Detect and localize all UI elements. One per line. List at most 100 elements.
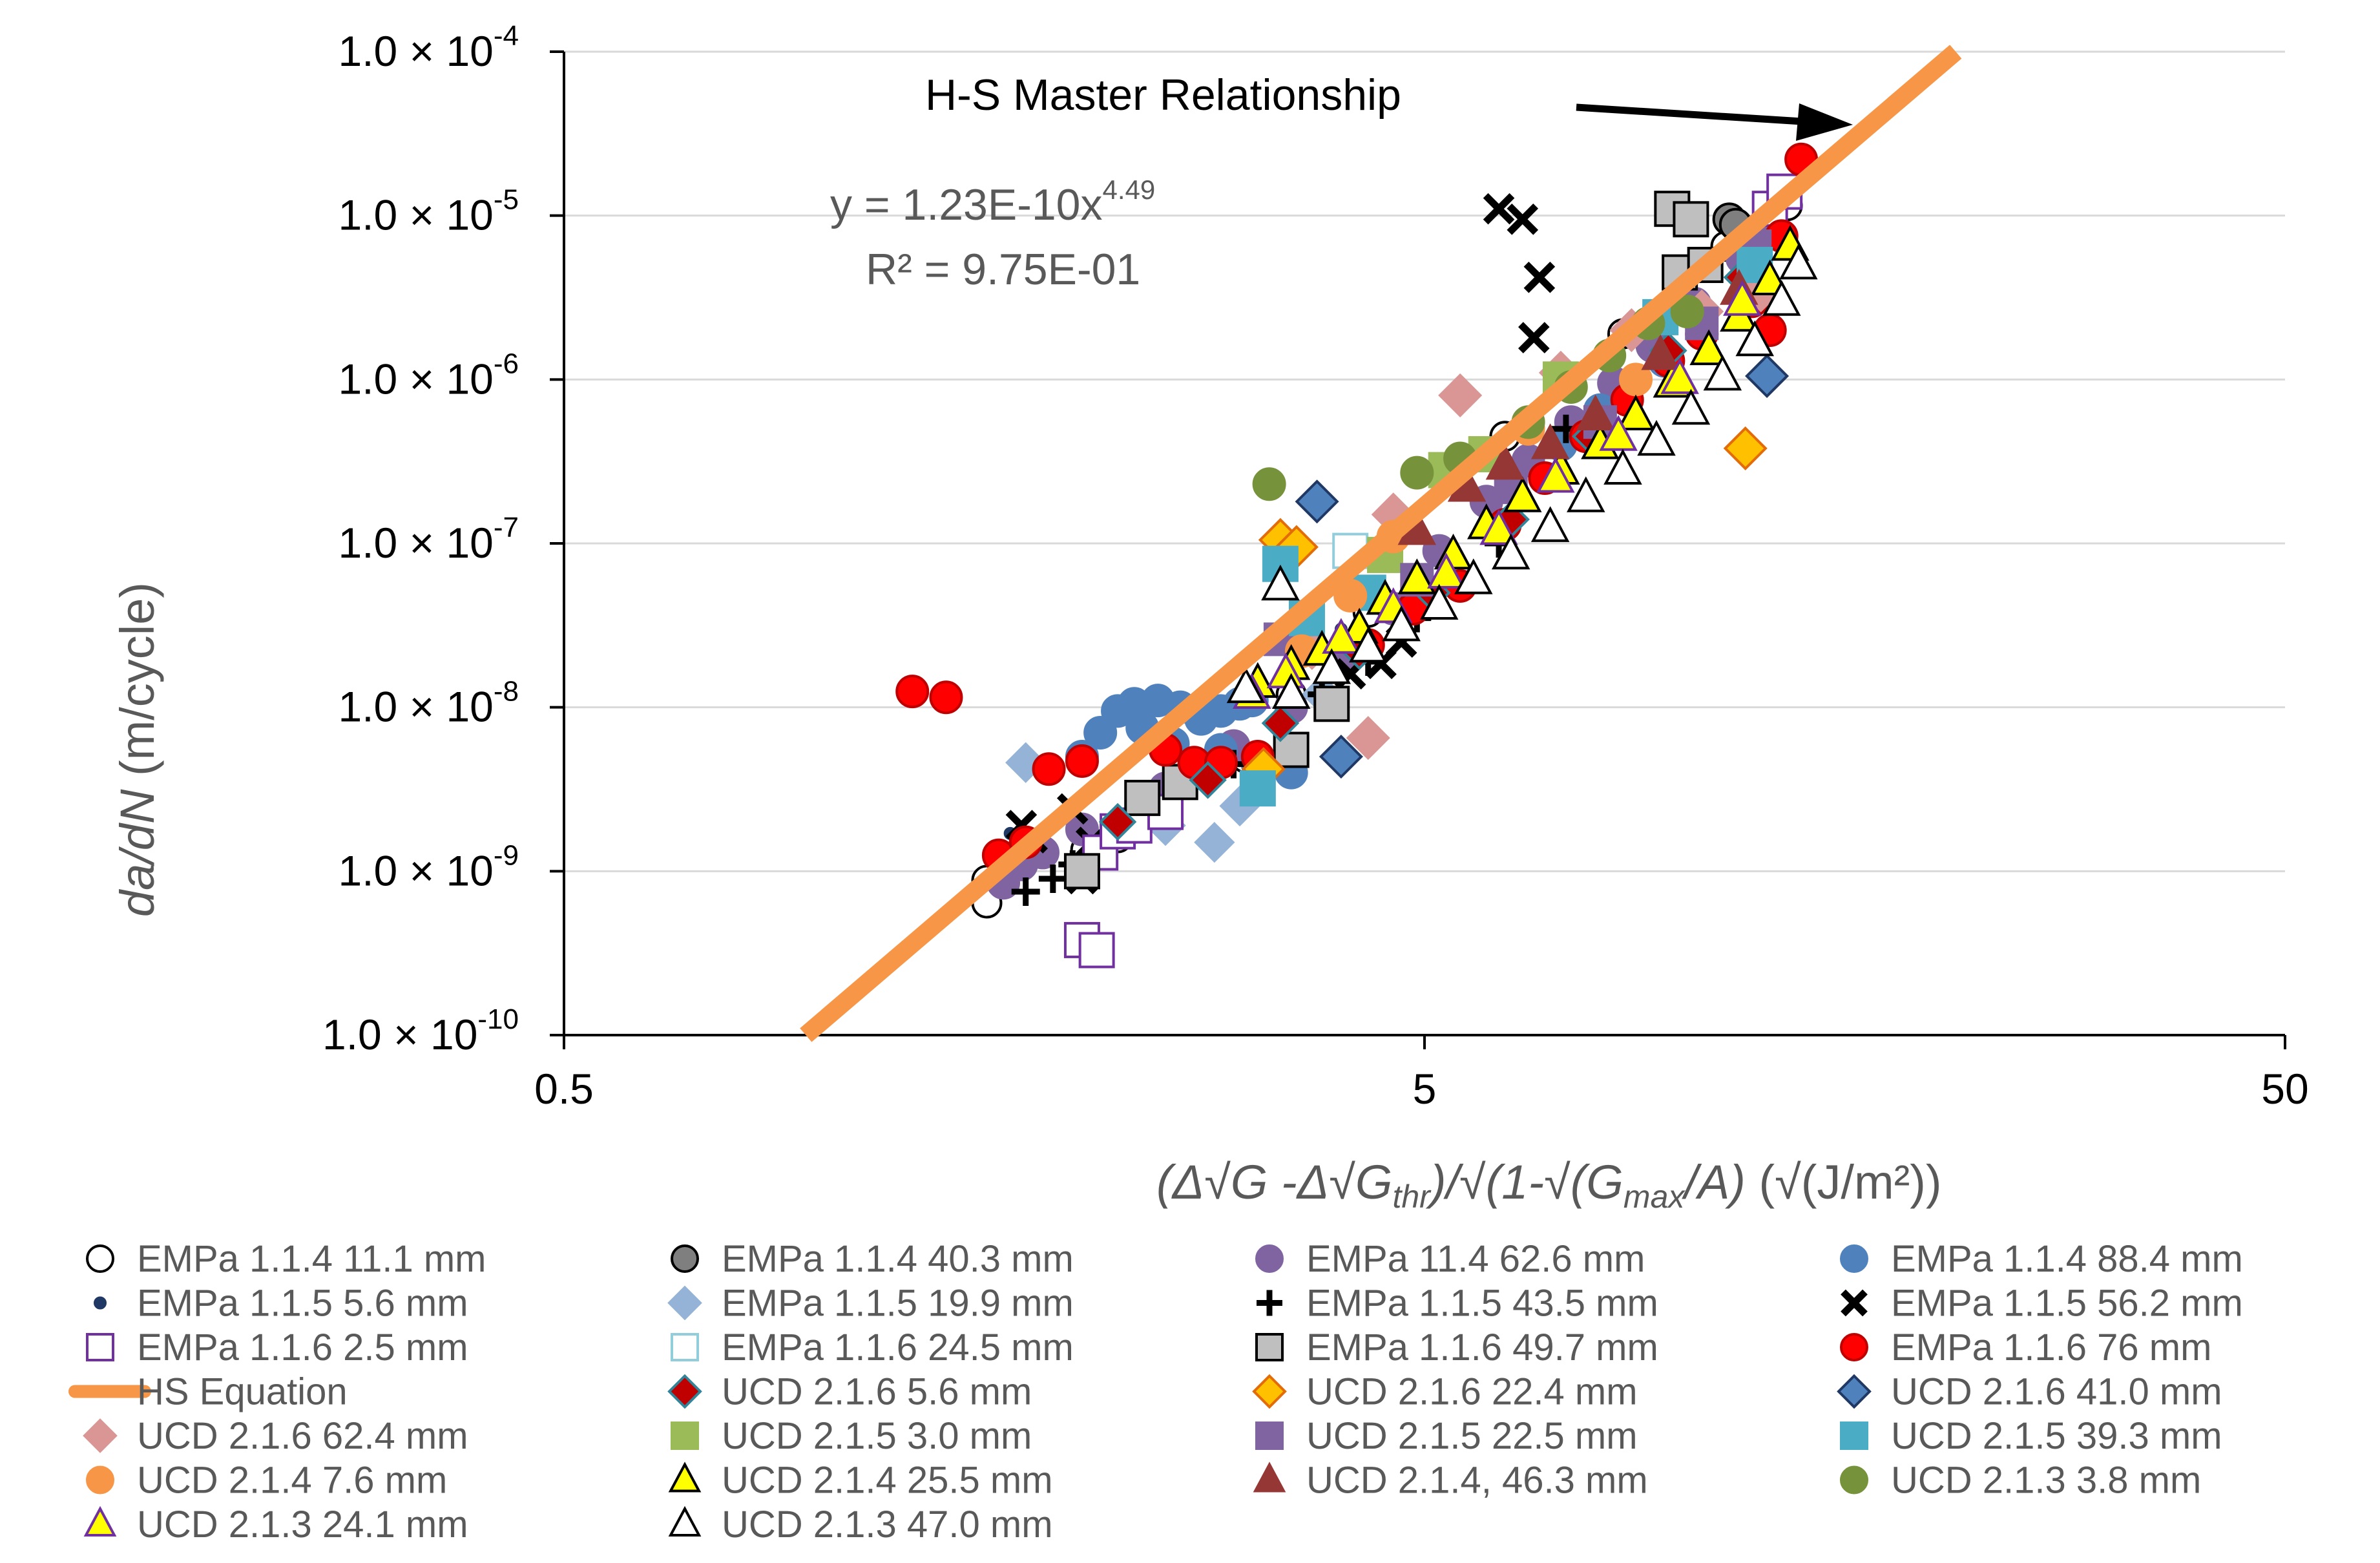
data-point bbox=[1322, 618, 1361, 654]
data-point bbox=[1641, 334, 1680, 370]
legend-marker bbox=[1840, 1421, 1868, 1450]
data-point bbox=[1032, 752, 1066, 786]
annotation-text: H-S Master Relationship bbox=[925, 70, 1401, 120]
data-point bbox=[1735, 320, 1774, 357]
y-tick-base: 1.0 × 10 bbox=[338, 27, 493, 75]
data-point bbox=[1239, 770, 1276, 807]
legend-label: UCD 2.1.3 24.1 mm bbox=[137, 1504, 468, 1546]
y-tick-label: 1.0 × 10-6 bbox=[338, 348, 519, 403]
series-22 bbox=[1397, 269, 1759, 545]
y-tick-base: 1.0 × 10 bbox=[338, 191, 493, 239]
data-point bbox=[1346, 716, 1390, 761]
data-point bbox=[1479, 509, 1518, 545]
data-point bbox=[1319, 734, 1363, 779]
data-point bbox=[1723, 280, 1762, 316]
legend-marker bbox=[1837, 1374, 1872, 1409]
legend-marker bbox=[1255, 1244, 1284, 1273]
data-point bbox=[1083, 715, 1118, 750]
data-point bbox=[929, 680, 963, 715]
legend-marker bbox=[94, 1296, 107, 1310]
x-tick-label: 0.5 bbox=[534, 1065, 594, 1113]
fit-equation-base: y = 1.23E-10x bbox=[830, 180, 1102, 229]
fit-r2: R² = 9.75E-01 bbox=[866, 245, 1140, 294]
data-point bbox=[1063, 853, 1100, 890]
x-axis-label-part1: (Δ√G -Δ√G bbox=[1156, 1155, 1392, 1209]
legend-label: UCD 2.1.3 3.8 mm bbox=[1891, 1460, 2201, 1502]
data-point bbox=[1065, 744, 1099, 778]
legend-label: EMPa 1.1.5 43.5 mm bbox=[1306, 1283, 1658, 1325]
legend-marker bbox=[83, 1418, 118, 1453]
legend-label: EMPa 1.1.4 88.4 mm bbox=[1891, 1238, 2243, 1280]
legend-marker bbox=[671, 1244, 699, 1273]
y-tick-base: 1.0 × 10 bbox=[338, 355, 493, 403]
legend-marker bbox=[86, 1333, 114, 1361]
data-point bbox=[1779, 243, 1818, 280]
data-point bbox=[1189, 761, 1227, 799]
legend-marker-b bbox=[1841, 1289, 1868, 1317]
data-point bbox=[1011, 877, 1040, 907]
data-point bbox=[1745, 353, 1790, 398]
data-point bbox=[1637, 419, 1676, 456]
y-tick-exponent: -8 bbox=[494, 676, 519, 708]
legend-label: EMPa 11.4 62.6 mm bbox=[1306, 1238, 1645, 1280]
legend-label: EMPa 1.1.6 76 mm bbox=[1891, 1327, 2211, 1369]
legend-marker bbox=[668, 1462, 702, 1493]
axis-ticks bbox=[550, 50, 2286, 1049]
y-tick-base: 1.0 × 10 bbox=[338, 683, 493, 731]
data-point bbox=[895, 675, 930, 709]
data-point bbox=[1397, 558, 1437, 594]
legend-marker bbox=[86, 1244, 114, 1273]
legend-label: UCD 2.1.4 7.6 mm bbox=[137, 1460, 447, 1502]
legend-marker bbox=[1252, 1374, 1287, 1409]
legend-label: UCD 2.1.6 5.6 mm bbox=[722, 1371, 1032, 1413]
data-point-b bbox=[1523, 261, 1556, 293]
data-point bbox=[1616, 394, 1655, 431]
data-point bbox=[1603, 448, 1642, 485]
y-tick-labels: 1.0 × 10-41.0 × 10-51.0 × 10-61.0 × 10-7… bbox=[322, 20, 519, 1058]
y-tick-label: 1.0 × 10-7 bbox=[338, 512, 519, 567]
y-tick-exponent: -6 bbox=[494, 348, 519, 379]
legend-label: UCD 2.1.4, 46.3 mm bbox=[1306, 1460, 1648, 1502]
legend-label: HS Equation bbox=[137, 1371, 348, 1413]
legend: EMPa 1.1.4 11.1 mm EMPa 1.1.4 40.3 mm EMPa… bbox=[68, 1238, 2243, 1546]
series-24 bbox=[1232, 280, 1762, 709]
data-point bbox=[1673, 201, 1709, 238]
legend-marker bbox=[1257, 1290, 1282, 1316]
data-point bbox=[1454, 558, 1493, 594]
data-point bbox=[1038, 864, 1067, 893]
legend-label: EMPa 1.1.6 24.5 mm bbox=[722, 1327, 1074, 1369]
legend-marker bbox=[86, 1465, 114, 1495]
data-point bbox=[1536, 457, 1575, 493]
fit-equation-exponent: 4.49 bbox=[1102, 174, 1155, 205]
data-point bbox=[1530, 423, 1570, 459]
data-point bbox=[1312, 648, 1352, 684]
data-point-b bbox=[1507, 204, 1539, 235]
legend-label: UCD 2.1.6 62.4 mm bbox=[137, 1415, 468, 1457]
legend-label: EMPa 1.1.6 49.7 mm bbox=[1306, 1327, 1658, 1369]
y-tick-exponent: -9 bbox=[494, 839, 519, 871]
y-tick-label: 1.0 × 10-8 bbox=[338, 676, 519, 731]
data-point bbox=[1098, 802, 1137, 841]
y-tick-base: 1.0 × 10 bbox=[322, 1011, 477, 1058]
x-axis-label-sub1: thr bbox=[1392, 1179, 1432, 1215]
data-point bbox=[1723, 426, 1768, 470]
data-point bbox=[1194, 822, 1235, 863]
y-tick-exponent: -10 bbox=[477, 1003, 519, 1035]
legend-label: EMPa 1.1.4 40.3 mm bbox=[722, 1238, 1074, 1280]
legend-marker bbox=[667, 1374, 702, 1409]
legend-label: EMPa 1.1.5 19.9 mm bbox=[722, 1283, 1074, 1325]
legend-marker bbox=[668, 1505, 702, 1537]
data-point bbox=[1261, 704, 1300, 742]
y-tick-base: 1.0 × 10 bbox=[338, 519, 493, 567]
data-point bbox=[1671, 388, 1711, 425]
series-25 bbox=[1226, 243, 1818, 709]
data-point bbox=[1261, 564, 1300, 601]
legend-label: UCD 2.1.6 41.0 mm bbox=[1891, 1371, 2222, 1413]
data-point bbox=[1518, 322, 1550, 353]
annotation-arrowhead bbox=[1796, 103, 1853, 141]
series-10 bbox=[1063, 191, 1724, 890]
data-point bbox=[1530, 506, 1570, 542]
data-point bbox=[1485, 443, 1525, 480]
legend-marker bbox=[1840, 1465, 1868, 1495]
